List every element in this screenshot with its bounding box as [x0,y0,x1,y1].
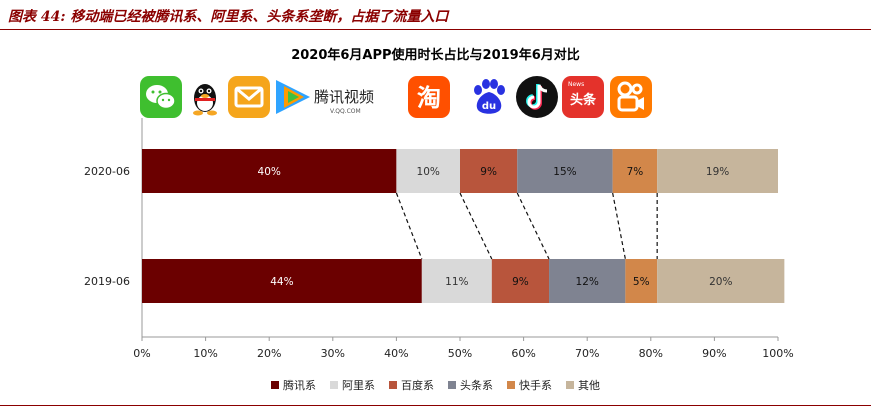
taobao-logo-icon: 淘 [408,76,450,118]
category-label: 2019-06 [84,275,130,288]
legend-label: 其他 [578,379,600,392]
data-label: 20% [709,276,732,288]
bar-segment [549,259,626,303]
x-tick-label: 90% [702,347,726,360]
legend-swatch [330,381,338,389]
x-tick-label: 80% [639,347,663,360]
toutiao-logo-icon: News 头条 [562,76,604,118]
tencent-video-sub: V.QQ.COM [330,108,361,115]
x-tick-label: 50% [448,347,472,360]
legend-item: 腾讯系 [271,377,316,393]
data-label: 11% [445,276,468,288]
bar-segment [396,149,460,193]
connector-line [459,192,493,260]
legend-label: 百度系 [401,379,434,392]
legend-item: 其他 [566,377,600,393]
bar-segment [517,149,613,193]
x-tick-label: 40% [384,347,408,360]
x-tick-label: 0% [133,347,150,360]
legend-swatch [507,381,515,389]
legend-item: 头条系 [448,377,493,393]
baidu-text: du [482,101,496,112]
x-tick-label: 10% [193,347,217,360]
legend-item: 阿里系 [330,377,375,393]
legend-item: 快手系 [507,377,552,393]
toutiao-news-text: News [568,81,584,88]
qq-logo-icon [184,76,226,118]
data-label: 15% [553,166,576,178]
data-label: 9% [512,276,529,288]
x-tick-label: 20% [257,347,281,360]
bar-segment [657,259,785,303]
bar-segment [612,149,658,193]
x-tick-label: 100% [762,347,793,360]
data-label: 5% [633,276,650,288]
connector-line [395,192,423,260]
figure-caption: 图表 44: 移动端已经被腾讯系、阿里系、头条系垄断，占据了流量入口 [8,9,449,25]
legend-swatch [271,381,279,389]
legend-item: 百度系 [389,377,434,393]
x-tick-label: 30% [321,347,345,360]
kuaishou-logo-icon [610,76,652,118]
x-tick-label: 70% [575,347,599,360]
bar-segment [460,149,518,193]
data-label: 44% [270,276,293,288]
douyin-logo-icon [516,76,558,118]
bar-segment [491,259,550,303]
taobao-char: 淘 [417,84,441,112]
category-label: 2020-06 [84,165,130,178]
chart-title: 2020年6月APP使用时长占比与2019年6月对比 [291,48,580,63]
data-label: 10% [417,166,440,178]
connector-line [516,192,550,260]
connector-line [612,192,626,260]
tencent-video-text: 腾讯视频 [314,88,374,106]
footer-rule [0,405,871,406]
tencent-video-logo-icon: 腾讯视频 V.QQ.COM [272,76,400,118]
caption-rule [0,29,871,30]
legend-label: 快手系 [519,379,552,392]
chart-legend: 腾讯系 阿里系 百度系 头条系 快手系 其他 [0,377,871,393]
legend-label: 腾讯系 [283,379,316,392]
data-label: 12% [576,276,599,288]
data-label: 19% [706,166,729,178]
data-label: 9% [480,166,497,178]
bar-segment [142,149,397,193]
data-label: 7% [627,166,644,178]
legend-swatch [566,381,574,389]
mail-logo-icon [228,76,270,118]
x-tick-label: 60% [511,347,535,360]
app-logo-row: 腾讯视频 V.QQ.COM 淘 du News 头条 [140,76,680,122]
bar-segment [142,259,422,303]
legend-swatch [389,381,397,389]
bar-segment [657,149,778,193]
wechat-logo-icon [140,76,182,118]
bar-segment [421,259,492,303]
bar-segment [625,259,658,303]
legend-label: 头条系 [460,379,493,392]
legend-swatch [448,381,456,389]
data-label: 40% [258,166,281,178]
baidu-logo-icon: du [468,76,510,118]
toutiao-text: 头条 [570,92,597,108]
legend-label: 阿里系 [342,379,375,392]
